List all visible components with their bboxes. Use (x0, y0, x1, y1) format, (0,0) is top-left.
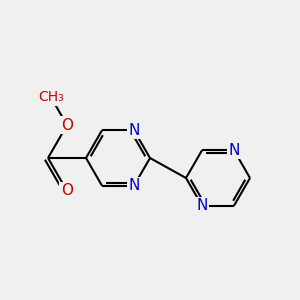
Text: N: N (228, 143, 240, 158)
Text: N: N (196, 198, 208, 213)
Text: N: N (128, 178, 140, 193)
Text: N: N (128, 123, 140, 138)
Text: O: O (61, 183, 73, 198)
Text: CH₃: CH₃ (38, 90, 64, 104)
Text: O: O (61, 118, 73, 133)
